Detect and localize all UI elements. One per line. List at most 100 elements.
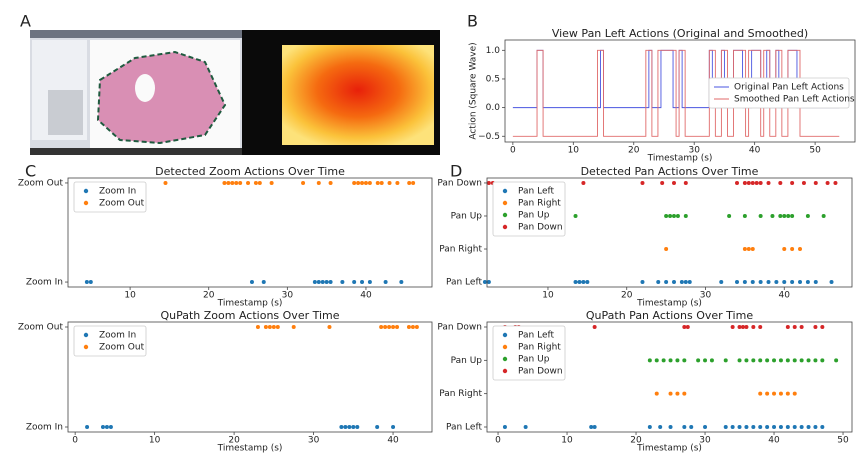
point: [275, 325, 280, 329]
point: [352, 180, 357, 185]
point: [750, 280, 755, 285]
y-tick-label: 1.0: [486, 46, 501, 56]
point: [799, 325, 804, 329]
point: [234, 180, 239, 185]
point: [343, 425, 348, 429]
panel-label: C: [25, 162, 36, 181]
x-tick-label: 20: [228, 436, 240, 446]
point: [410, 325, 415, 329]
point: [758, 358, 763, 363]
point: [226, 180, 231, 185]
point: [391, 325, 396, 329]
point: [746, 247, 751, 252]
legend-label: Pan Up: [518, 211, 550, 221]
point: [758, 280, 763, 285]
point: [85, 425, 90, 429]
legend-label: Pan Down: [518, 223, 563, 233]
point: [687, 280, 692, 285]
point: [375, 425, 380, 429]
point: [352, 280, 357, 285]
point: [746, 180, 751, 185]
point: [658, 425, 663, 429]
point: [792, 325, 797, 329]
legend-swatch: [83, 188, 89, 194]
x-axis-label: Timestamp (s): [636, 444, 702, 454]
point: [790, 280, 795, 285]
point: [730, 425, 735, 429]
x-tick-label: 40: [360, 291, 372, 301]
point: [347, 425, 352, 429]
point: [675, 391, 680, 396]
point: [778, 213, 783, 218]
point: [770, 213, 775, 218]
legend-label: Pan Left: [518, 331, 555, 341]
y-tick-label: Pan Up: [451, 211, 483, 221]
y-tick-label: 0.0: [486, 103, 501, 113]
point: [821, 213, 826, 218]
point: [696, 358, 701, 363]
point: [813, 425, 818, 429]
point: [375, 180, 380, 185]
legend-box: [708, 77, 850, 109]
x-tick-label: 10: [149, 436, 161, 446]
y-tick-label: Zoom In: [26, 278, 63, 288]
taskbar: [30, 148, 242, 155]
point: [772, 425, 777, 429]
point: [737, 425, 742, 429]
point: [751, 425, 756, 429]
point: [482, 280, 487, 285]
point: [682, 425, 687, 429]
chart-title: QuPath Pan Actions Over Time: [586, 309, 753, 322]
point: [327, 325, 332, 329]
point: [249, 280, 254, 285]
point: [84, 280, 89, 285]
point: [664, 213, 669, 218]
point: [806, 358, 811, 363]
point: [758, 425, 763, 429]
y-tick-label: Pan Down: [437, 323, 482, 333]
point: [654, 391, 659, 396]
point: [799, 425, 804, 429]
x-axis-label: Timestamp (s): [217, 444, 283, 454]
point: [778, 391, 783, 396]
legend-label: Pan Down: [518, 367, 563, 377]
point: [792, 425, 797, 429]
point: [668, 425, 673, 429]
point: [751, 358, 756, 363]
point: [391, 425, 396, 429]
point: [328, 280, 333, 285]
x-tick-label: 30: [308, 436, 320, 446]
point: [744, 358, 749, 363]
point: [230, 180, 235, 185]
point: [785, 391, 790, 396]
point: [664, 280, 669, 285]
point: [758, 325, 763, 329]
legend-swatch: [502, 188, 508, 194]
point: [269, 180, 274, 185]
point: [778, 425, 783, 429]
point: [486, 180, 491, 185]
point: [581, 280, 586, 285]
y-tick-label: Pan Right: [439, 389, 482, 399]
point: [291, 325, 296, 329]
x-tick-label: 20: [203, 291, 215, 301]
legend-label: Zoom In: [99, 187, 136, 197]
point: [664, 247, 669, 252]
y-tick-label: Pan Down: [437, 178, 482, 188]
point: [592, 425, 597, 429]
toolbar: [30, 30, 242, 38]
legend-box: [492, 181, 566, 237]
plot-frame: [504, 39, 856, 143]
point: [573, 213, 578, 218]
point: [772, 358, 777, 363]
chart-title: View Pan Left Actions (Original and Smoo…: [552, 27, 808, 40]
point: [683, 180, 688, 185]
point: [813, 358, 818, 363]
point: [668, 358, 673, 363]
point: [671, 180, 676, 185]
point: [727, 213, 732, 218]
point: [801, 180, 806, 185]
point: [813, 280, 818, 285]
point: [257, 180, 262, 185]
point: [829, 280, 834, 285]
